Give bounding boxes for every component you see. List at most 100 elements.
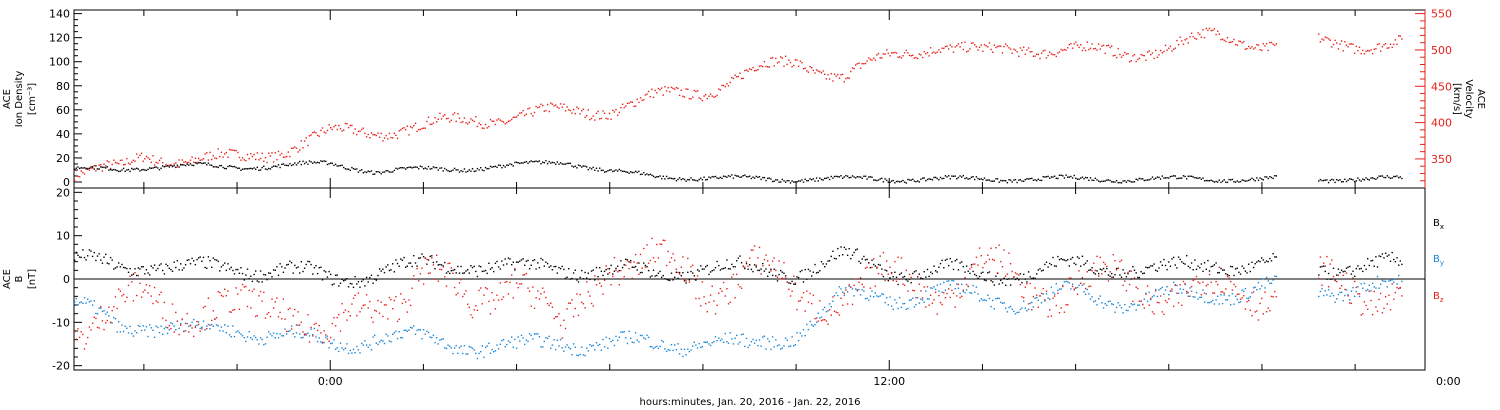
density-point [1367,178,1369,180]
bz-point [1192,279,1194,282]
bz-point [168,324,170,327]
velocity-point [1352,43,1354,45]
density-point [859,176,862,178]
bx-point [859,262,862,264]
density-point [227,165,229,168]
bx-point [1125,276,1128,278]
bz-point [449,262,451,264]
bx-point [377,274,379,277]
velocity-point [1355,45,1357,48]
density-point [690,177,692,179]
bx-point [1052,256,1054,259]
velocity-point [822,70,824,72]
by-point [639,334,642,337]
density-point [729,175,731,178]
density-point [212,166,214,168]
by-point [224,324,226,326]
by-point [103,310,105,312]
velocity-point [524,114,526,117]
velocity-point [838,77,841,79]
bx-point [259,270,262,272]
bz-point [1093,262,1095,264]
bz-point [595,284,598,286]
by-point [618,336,620,338]
bz-point [760,273,762,275]
density-point [946,176,948,178]
bx-point [670,272,673,274]
bx-point [1264,261,1266,264]
by-point [1208,301,1211,304]
density-point [90,166,92,168]
bz-point [773,257,775,259]
velocity-point [969,48,971,50]
bz-point [1068,277,1070,279]
by-point [851,288,854,290]
velocity-point [742,77,744,80]
velocity-point [303,140,306,142]
by-point [1093,301,1095,303]
velocity-point [74,179,76,181]
bz-point [1081,277,1084,279]
by-point [579,353,581,356]
bx-point [1062,258,1064,261]
velocity-point [1128,61,1131,63]
density-point [191,164,193,166]
bx-point [421,253,423,255]
by-point [961,283,963,285]
density-point [705,179,707,181]
velocity-point [1228,41,1230,44]
by-point [312,334,314,336]
by-point [662,341,664,343]
bz-point [194,326,197,329]
bx-point [1373,265,1375,267]
by-point [1398,274,1400,277]
velocity-point [630,101,632,103]
by-point [995,298,997,300]
bx-point [819,270,821,272]
bx-point [1238,271,1240,273]
by-point [1138,304,1141,306]
by-point [1355,290,1357,293]
bz-point [550,302,552,304]
by-point [709,344,712,347]
bz-point [414,278,417,280]
density-point [1039,179,1041,182]
velocity-point [607,118,609,120]
by-point [714,335,717,338]
bx-point [1120,276,1123,278]
bz-point [1383,307,1385,309]
density-point [1241,179,1243,181]
by-point [788,345,790,348]
velocity-point [403,127,405,129]
bx-point [749,264,751,266]
density-point [962,174,964,177]
bz-point [201,328,203,330]
density-point [713,176,715,178]
velocity-point [869,58,872,61]
bx-point [432,261,435,264]
by-point [400,336,402,339]
bz-point [563,319,565,321]
by-point [776,345,779,347]
by-point [520,334,523,337]
velocity-point [532,115,534,117]
bx-point [445,272,448,274]
by-point [1215,299,1217,301]
by-point [1350,290,1353,292]
bz-point [1065,304,1067,306]
bx-point [652,269,655,271]
bx-point [732,266,735,268]
by-point [1000,301,1002,303]
velocity-point [706,97,708,100]
bz-point [188,331,190,333]
bz-point [959,296,961,299]
by-point [977,293,979,295]
by-point [812,325,814,327]
by-point [338,350,340,353]
velocity-point [100,164,102,166]
bz-point [401,302,404,305]
bx-point [1192,269,1194,271]
bx-point [781,271,783,273]
bz-point [605,265,607,267]
by-point [1212,299,1214,302]
